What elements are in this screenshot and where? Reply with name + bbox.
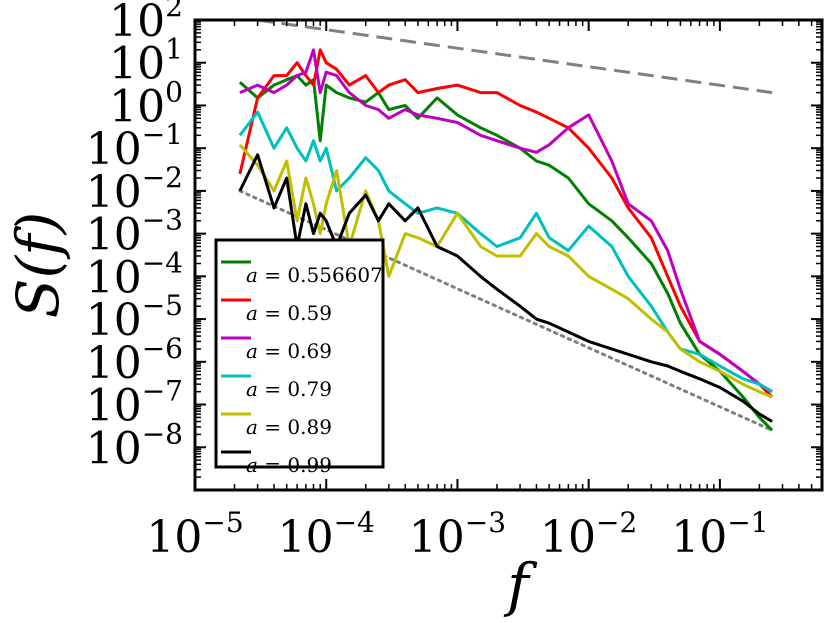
y-tick-label: 10−3 (86, 204, 183, 261)
tick-labels: 10−5 10−4 10−3 10−2 10−110210110010−110−210−… (86, 0, 769, 563)
legend-label-6: a = 0.99 (246, 453, 332, 477)
series-line-3 (239, 48, 773, 393)
x-tick-label: 10−3 (409, 506, 506, 563)
y-tick-label: 100 (109, 75, 183, 132)
legend-label-4: a = 0.79 (246, 377, 332, 401)
legend-label-3: a = 0.69 (246, 339, 332, 363)
y-tick-label: 10−4 (86, 246, 183, 303)
y-tick-label: 101 (109, 33, 183, 90)
legend: a = 0.556607 a = 0.59 a = 0.69 a = 0.79 a = … (214, 238, 385, 477)
dashed-slope-reference (257, 18, 773, 95)
series-line-2 (238, 48, 774, 399)
y-tick-label: 10−2 (86, 161, 183, 218)
dotted-slope-reference (238, 189, 774, 432)
tick-marks (194, 19, 822, 491)
legend-box (214, 238, 385, 469)
y-tick-label: 10−5 (86, 289, 183, 346)
legend-label-1: a = 0.556607 (246, 263, 383, 287)
y-tick-label: 10−6 (86, 332, 183, 389)
x-tick-label: 10−1 (671, 506, 768, 563)
y-axis-label: S(f) (4, 212, 72, 318)
series-lines (238, 48, 774, 432)
series-line-5 (238, 143, 773, 399)
y-tick-label: 10−7 (86, 375, 183, 432)
series-line-6 (238, 153, 773, 423)
y-tick-label: 102 (109, 0, 183, 47)
axes-frame (193, 18, 824, 492)
y-tick-label: 10−8 (86, 417, 183, 474)
legend-label-2: a = 0.59 (246, 301, 332, 325)
y-tick-label: 10−1 (86, 118, 183, 175)
plot-frame (193, 18, 824, 492)
x-tick-label: 10−5 (146, 506, 243, 563)
reference-lines (238, 18, 774, 432)
x-tick-label: 10−4 (278, 506, 375, 563)
x-tick-label: 10−2 (540, 506, 637, 563)
legend-label-5: a = 0.89 (246, 415, 332, 439)
